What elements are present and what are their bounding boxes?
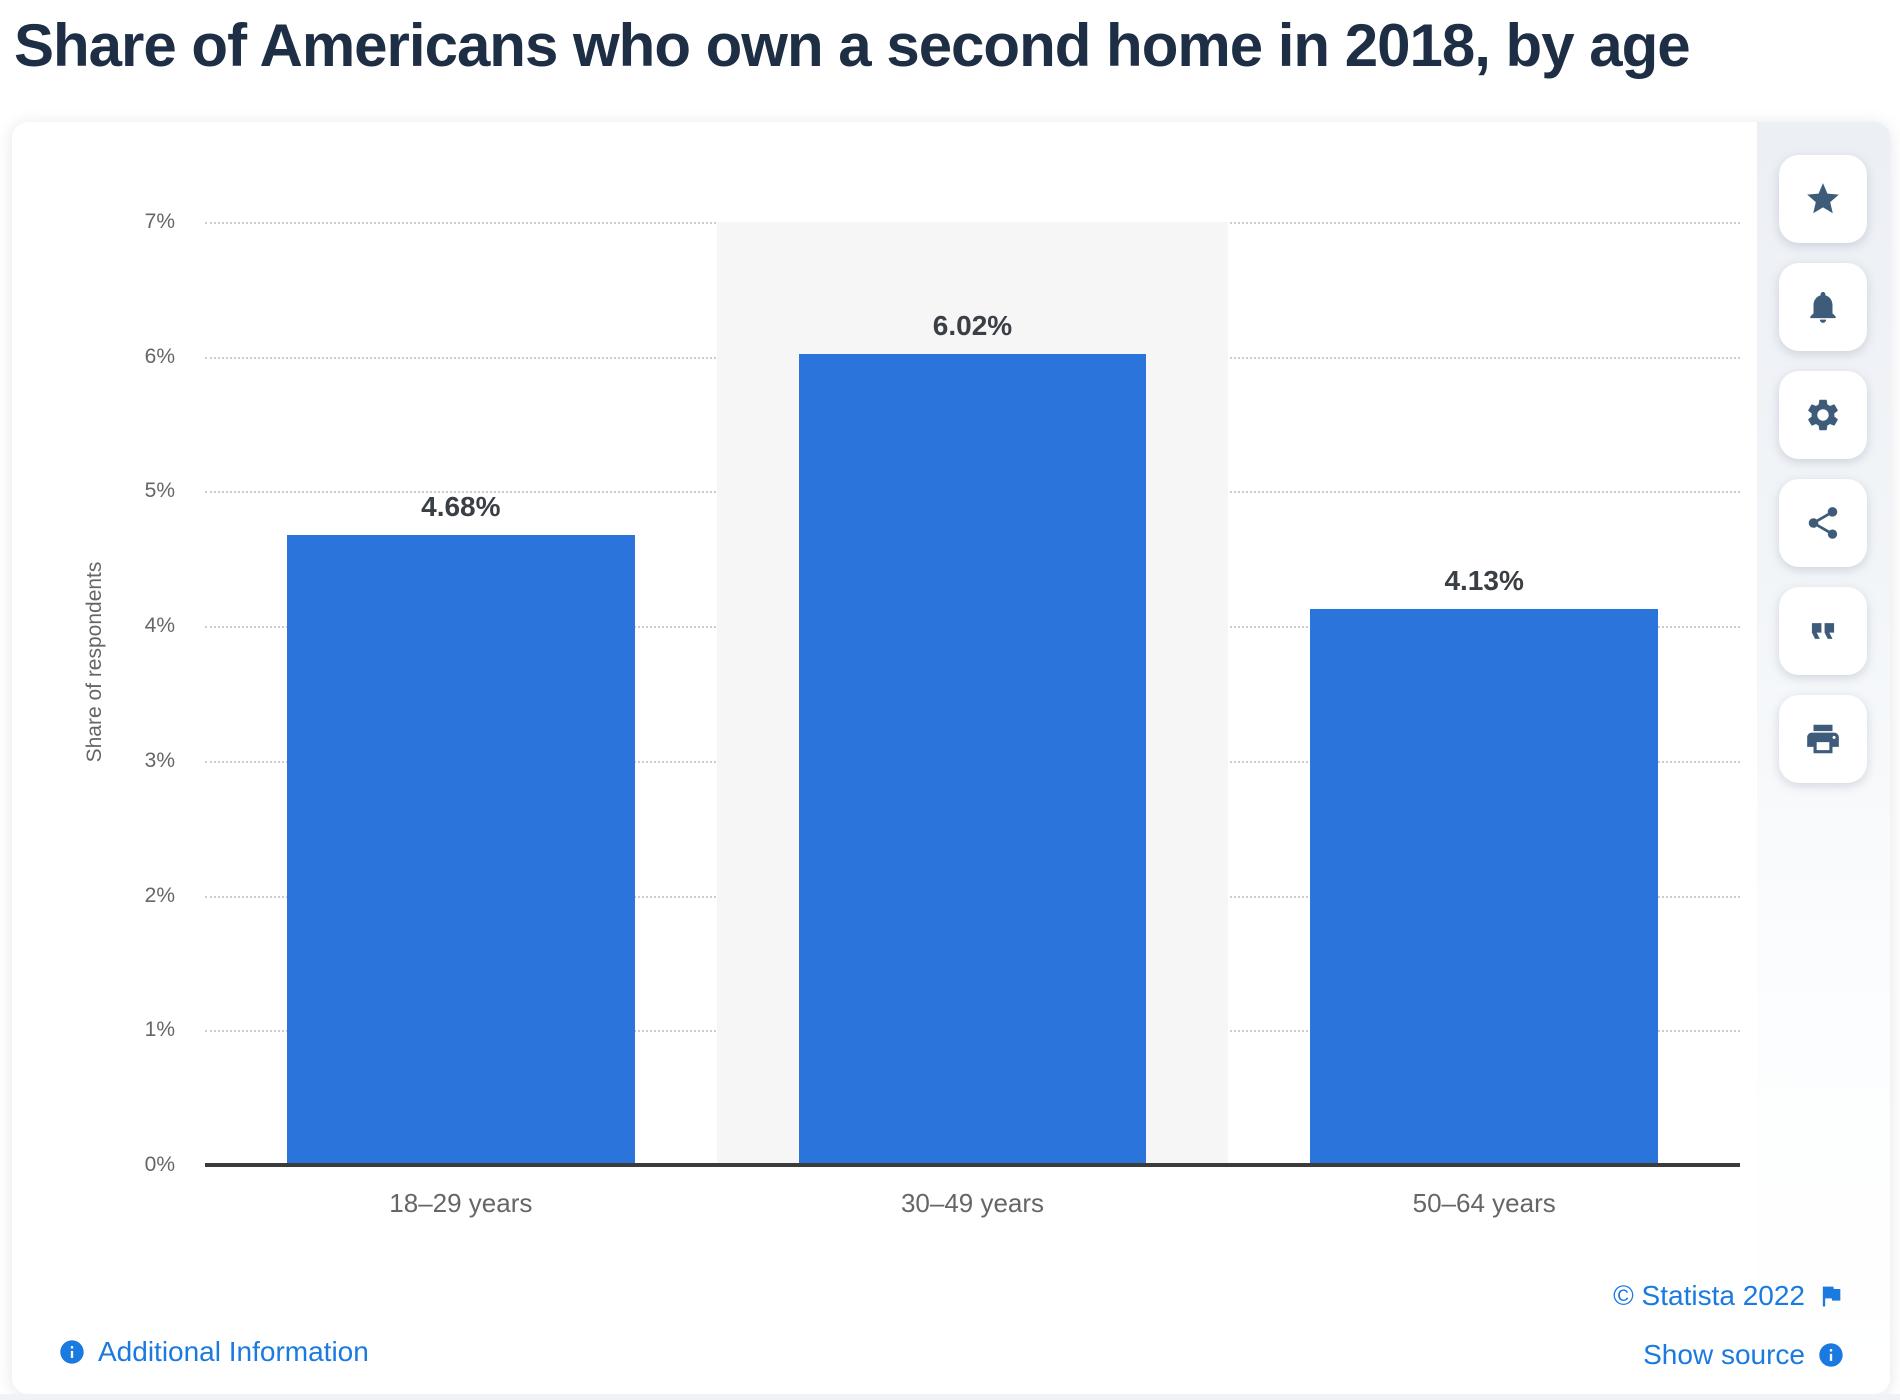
bar-slot-0: 4.68% [205, 222, 717, 1165]
print-button[interactable] [1779, 695, 1867, 783]
x-category-label: 18–29 years [389, 1188, 533, 1218]
y-tick-label: 3% [144, 748, 175, 772]
share-icon [1808, 507, 1838, 539]
additional-information-link[interactable]: Additional Information [58, 1336, 369, 1368]
bar-0[interactable] [286, 534, 635, 1165]
plot-area: 4.68% 6.02% 4.13% [205, 222, 1740, 1165]
x-axis-labels: 18–29 years 30–49 years 50–64 years [205, 1188, 1740, 1219]
alerts-button[interactable] [1779, 263, 1867, 351]
bar-slot-1: 6.02% [716, 222, 1229, 1165]
chart-card: Share of respondents 0% 1% 2% 3% 4% 5% 6% 7% 4.… [12, 122, 1890, 1394]
star-icon [1807, 183, 1839, 214]
y-tick-label: 0% [144, 1153, 175, 1176]
x-axis-line [205, 1163, 1740, 1167]
y-tick-label: 2% [144, 883, 175, 907]
y-tick-label: 4% [144, 614, 175, 638]
y-tick-label: 6% [144, 344, 175, 368]
y-tick-label: 5% [144, 479, 175, 503]
additional-information-label: Additional Information [98, 1336, 369, 1367]
toolbar [1757, 122, 1890, 1394]
y-axis-ticks: 0% 1% 2% 3% 4% 5% 6% 7% [12, 210, 175, 1176]
bell-icon [1810, 291, 1836, 323]
y-tick-label: 7% [144, 210, 175, 233]
page-bottom-strip [0, 1394, 1900, 1400]
gear-icon [1808, 399, 1838, 431]
copyright-label: © Statista 2022 [1613, 1280, 1805, 1311]
x-category-label: 50–64 years [1412, 1188, 1556, 1218]
printer-icon [1807, 724, 1839, 754]
bar-1[interactable] [798, 354, 1147, 1165]
quote-icon [1811, 623, 1835, 639]
info-icon [1819, 1343, 1843, 1367]
bar-value-label: 6.02% [932, 310, 1013, 342]
show-source-link[interactable]: Show source [1643, 1339, 1845, 1371]
cite-button[interactable] [1779, 587, 1867, 675]
bar-2[interactable] [1310, 608, 1659, 1165]
favorite-button[interactable] [1779, 155, 1867, 243]
bar-value-label: 4.68% [421, 490, 501, 522]
settings-button[interactable] [1779, 371, 1867, 459]
show-source-label: Show source [1643, 1339, 1805, 1370]
info-icon [60, 1340, 84, 1364]
x-category-label: 30–49 years [900, 1188, 1045, 1218]
copyright-link[interactable]: © Statista 2022 [1613, 1280, 1845, 1312]
flag-icon [1822, 1286, 1841, 1307]
y-tick-label: 1% [144, 1018, 175, 1042]
bar-slot-2: 4.13% [1228, 222, 1740, 1165]
page-title: Share of Americans who own a second home… [14, 12, 1691, 79]
bar-value-label: 4.13% [1444, 564, 1524, 596]
share-button[interactable] [1779, 479, 1867, 567]
